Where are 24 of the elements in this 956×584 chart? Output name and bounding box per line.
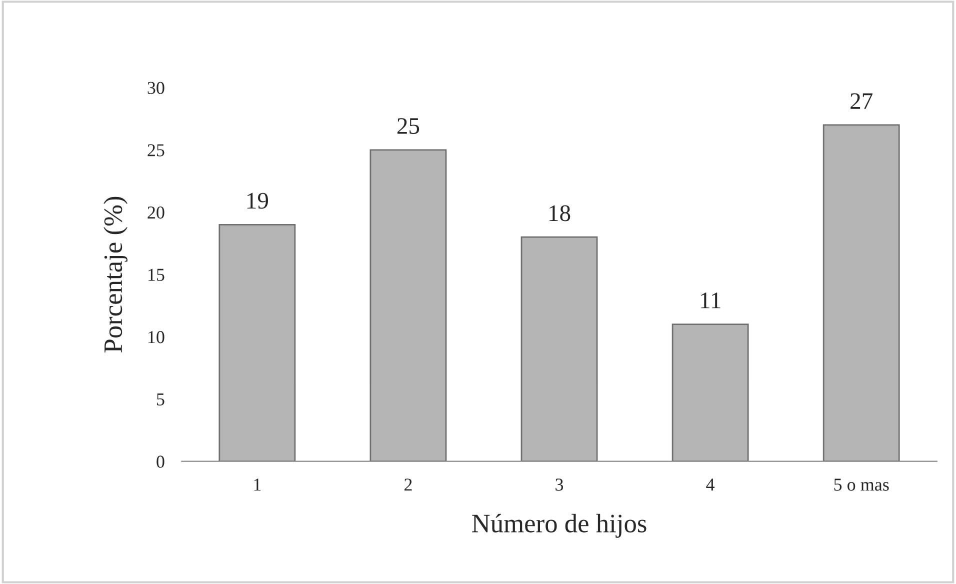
x-tick-label: 5 o mas bbox=[834, 478, 889, 491]
data-label: 11 bbox=[701, 292, 720, 308]
y-tick-label: 5 bbox=[156, 394, 164, 406]
y-tick-label: 15 bbox=[148, 268, 164, 281]
y-tick-label: 10 bbox=[148, 331, 164, 344]
data-label: 19 bbox=[247, 192, 268, 209]
x-tick-label: 2 bbox=[404, 478, 412, 491]
x-tick-label: 3 bbox=[556, 478, 564, 491]
x-tick-label: 4 bbox=[706, 478, 715, 491]
data-label: 27 bbox=[850, 93, 872, 109]
bar bbox=[218, 224, 296, 462]
data-label: 18 bbox=[550, 205, 570, 222]
y-tick-label: 20 bbox=[148, 206, 164, 219]
bar bbox=[672, 324, 749, 462]
bar bbox=[822, 124, 900, 462]
bar bbox=[520, 236, 598, 462]
y-tick-label: 25 bbox=[148, 144, 164, 156]
data-label: 25 bbox=[397, 118, 420, 134]
x-axis-title: Número de hijos bbox=[472, 514, 646, 538]
y-tick-label: 30 bbox=[148, 82, 164, 94]
x-tick-label: 1 bbox=[254, 478, 261, 491]
bar bbox=[370, 149, 447, 462]
y-axis-title: Porcentaje (%) bbox=[104, 196, 128, 352]
y-tick-label: 0 bbox=[156, 456, 164, 468]
